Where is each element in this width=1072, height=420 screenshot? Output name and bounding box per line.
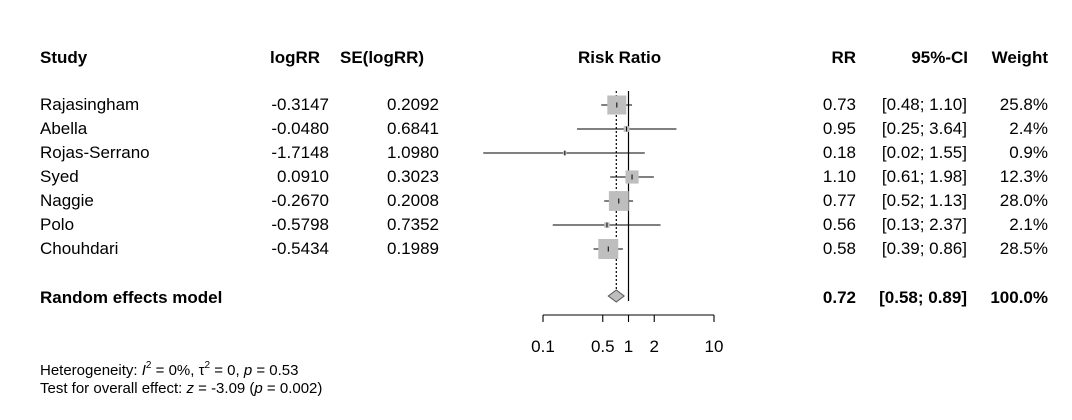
study-weight: 2.4% bbox=[1009, 119, 1048, 138]
study-rr: 0.56 bbox=[822, 215, 856, 234]
header-logrr: logRR bbox=[270, 48, 321, 67]
study-se: 0.2008 bbox=[387, 191, 439, 210]
study-se: 0.1989 bbox=[387, 239, 439, 258]
header-study: Study bbox=[40, 48, 88, 67]
study-rr: 0.18 bbox=[822, 143, 856, 162]
x-tick-label: 0.1 bbox=[531, 337, 555, 356]
study-se: 0.6841 bbox=[387, 119, 439, 138]
study-ci: [0.61; 1.98] bbox=[881, 167, 967, 186]
study-logrr: -0.0480 bbox=[271, 119, 329, 138]
study-ci: [0.02; 1.55] bbox=[881, 143, 967, 162]
header-ci: 95%-CI bbox=[911, 48, 968, 67]
x-tick-label: 10 bbox=[705, 337, 724, 356]
study-rr: 0.77 bbox=[822, 191, 856, 210]
study-weight: 2.1% bbox=[1009, 215, 1048, 234]
summary-ci: [0.58; 0.89] bbox=[879, 288, 967, 307]
study-rr: 0.73 bbox=[822, 95, 856, 114]
study-se: 1.0980 bbox=[387, 143, 439, 162]
study-se: 0.2092 bbox=[387, 95, 439, 114]
study-name: Abella bbox=[40, 119, 88, 138]
header-weight: Weight bbox=[991, 48, 1048, 67]
study-name: Rojas-Serrano bbox=[40, 143, 150, 162]
header-rr: RR bbox=[831, 48, 856, 67]
study-rr: 0.95 bbox=[822, 119, 856, 138]
summary-label: Random effects model bbox=[40, 288, 223, 307]
study-weight: 25.8% bbox=[999, 95, 1048, 114]
summary-weight: 100.0% bbox=[990, 288, 1048, 307]
header-se: SE(logRR) bbox=[340, 48, 425, 67]
study-logrr: -0.3147 bbox=[271, 95, 329, 114]
study-logrr: -0.2670 bbox=[271, 191, 329, 210]
heterogeneity-text: Heterogeneity: I2 = 0%, τ2 = 0, p = 0.53 bbox=[40, 360, 299, 380]
study-se: 0.3023 bbox=[387, 167, 439, 186]
study-logrr: -0.5798 bbox=[271, 215, 329, 234]
study-weight: 0.9% bbox=[1009, 143, 1048, 162]
study-logrr: -0.5434 bbox=[271, 239, 329, 258]
x-tick-label: 1 bbox=[624, 337, 633, 356]
x-tick-label: 0.5 bbox=[591, 337, 615, 356]
study-rr: 0.58 bbox=[822, 239, 856, 258]
study-name: Naggie bbox=[40, 191, 94, 210]
study-name: Polo bbox=[40, 215, 75, 234]
overall-effect-text: Test for overall effect: z = -3.09 (p = … bbox=[40, 380, 323, 397]
study-logrr: 0.0910 bbox=[277, 167, 329, 186]
study-ci: [0.48; 1.10] bbox=[881, 95, 967, 114]
study-se: 0.7352 bbox=[387, 215, 439, 234]
study-logrr: -1.7148 bbox=[271, 143, 329, 162]
summary-diamond bbox=[607, 289, 625, 303]
study-ci: [0.25; 3.64] bbox=[881, 119, 967, 138]
x-tick-label: 2 bbox=[650, 337, 659, 356]
study-ci: [0.39; 0.86] bbox=[881, 239, 967, 258]
study-ci: [0.13; 2.37] bbox=[881, 215, 967, 234]
study-name: Rajasingham bbox=[40, 95, 140, 114]
study-weight: 28.0% bbox=[999, 191, 1048, 210]
study-name: Chouhdari bbox=[40, 239, 119, 258]
summary-rr: 0.72 bbox=[822, 288, 856, 307]
study-rr: 1.10 bbox=[822, 167, 856, 186]
study-ci: [0.52; 1.13] bbox=[881, 191, 967, 210]
study-name: Syed bbox=[40, 167, 79, 186]
study-weight: 12.3% bbox=[999, 167, 1048, 186]
header-risk-ratio: Risk Ratio bbox=[578, 48, 662, 67]
study-weight: 28.5% bbox=[999, 239, 1048, 258]
